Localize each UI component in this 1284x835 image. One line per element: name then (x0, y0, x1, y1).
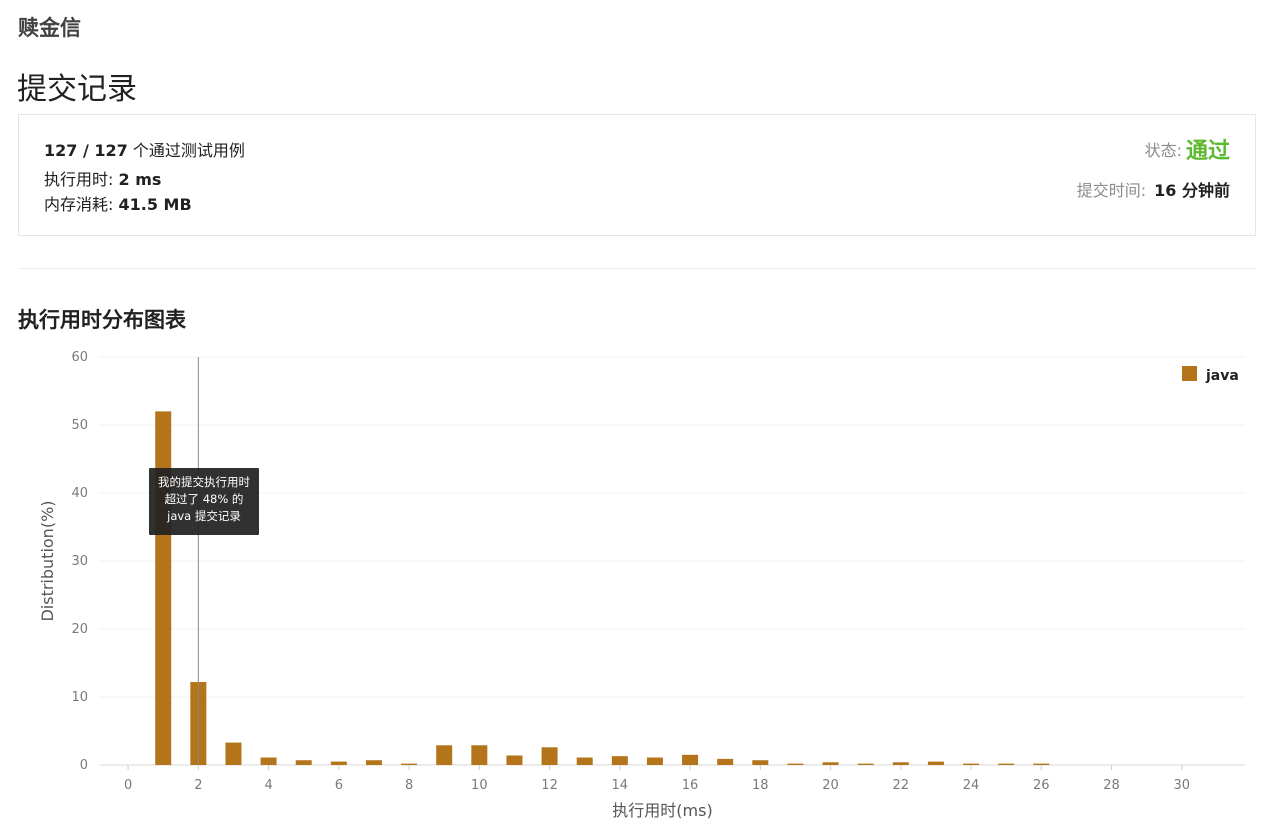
bar (717, 758, 734, 765)
y-tick-label: 10 (71, 690, 88, 705)
submission-summary-card: 127 / 127 个通过测试用例 执行用时: 2 ms 内存消耗: 41.5 … (18, 114, 1256, 236)
bar (611, 756, 628, 765)
bar (682, 754, 699, 765)
status: 状态: 通过 (1145, 133, 1230, 165)
test-cases-count: 127 / 127 (44, 141, 128, 160)
x-tick-label: 12 (541, 778, 558, 793)
legend-swatch (1182, 366, 1197, 381)
y-axis-label: Distribution(%) (38, 500, 57, 621)
bar (576, 757, 593, 765)
legend-label: java (1205, 368, 1239, 384)
bar (787, 763, 804, 765)
bar (963, 763, 980, 765)
status-value[interactable]: 通过 (1185, 139, 1230, 164)
test-cases-suffix: 个通过测试用例 (127, 141, 245, 160)
bar (155, 411, 172, 765)
submit-time-label: 提交时间: (1076, 181, 1147, 200)
bar (471, 745, 488, 765)
bar (225, 742, 242, 765)
submit-time: 提交时间: 16 分钟前 (1077, 177, 1230, 201)
bar (1033, 763, 1050, 765)
tooltip-line-2: 超过了 48% 的 (164, 492, 244, 506)
status-label: 状态: (1144, 141, 1182, 160)
memory-line: 内存消耗: 41.5 MB (44, 191, 192, 215)
bar (506, 755, 523, 765)
tooltip-line-3: java 提交记录 (167, 509, 241, 523)
bar (295, 760, 312, 765)
bar (892, 762, 909, 765)
bar (260, 757, 277, 765)
submit-time-value: 16 分钟前 (1154, 181, 1230, 200)
x-tick-label: 6 (335, 778, 343, 793)
y-tick-label: 50 (71, 418, 88, 433)
y-tick-label: 20 (71, 622, 88, 637)
x-tick-label: 20 (822, 778, 839, 793)
y-tick-label: 60 (71, 350, 88, 365)
x-tick-label: 16 (682, 778, 699, 793)
bar (401, 763, 418, 765)
bar (436, 745, 453, 765)
x-tick-label: 2 (194, 778, 202, 793)
memory-label: 内存消耗: (44, 195, 119, 214)
bar (365, 760, 382, 765)
x-tick-label: 4 (264, 778, 272, 793)
tooltip-line-1: 我的提交执行用时 (158, 475, 250, 489)
chart-section-title: 执行用时分布图表 (18, 308, 186, 332)
x-tick-label: 22 (893, 778, 910, 793)
section-divider (18, 268, 1256, 269)
y-tick-label: 40 (71, 486, 88, 501)
bar (541, 747, 558, 765)
x-tick-label: 10 (471, 778, 488, 793)
x-tick-label: 14 (612, 778, 629, 793)
x-tick-label: 24 (963, 778, 980, 793)
page-title: 提交记录 (17, 72, 137, 107)
y-tick-label: 0 (80, 758, 88, 773)
test-cases-line: 127 / 127 个通过测试用例 (44, 137, 245, 161)
chart-tooltip: 我的提交执行用时 超过了 48% 的 java 提交记录 (149, 468, 259, 535)
runtime-line: 执行用时: 2 ms (44, 166, 161, 190)
bar (998, 763, 1015, 765)
x-tick-label: 26 (1033, 778, 1050, 793)
runtime-value: 2 ms (118, 170, 162, 189)
bar (822, 762, 839, 765)
x-tick-label: 0 (124, 778, 132, 793)
bar (752, 760, 769, 765)
memory-value: 41.5 MB (118, 195, 192, 214)
x-axis-label: 执行用时(ms) (612, 801, 712, 820)
bar (330, 761, 347, 765)
bar (646, 757, 663, 765)
y-tick-label: 30 (71, 554, 88, 569)
x-tick-label: 8 (405, 778, 413, 793)
x-tick-label: 18 (752, 778, 769, 793)
user-name: 赎金信 (18, 16, 81, 40)
x-tick-label: 30 (1174, 778, 1191, 793)
bar (927, 761, 944, 765)
bar (857, 763, 874, 765)
x-tick-label: 28 (1103, 778, 1120, 793)
runtime-label: 执行用时: (44, 170, 119, 189)
